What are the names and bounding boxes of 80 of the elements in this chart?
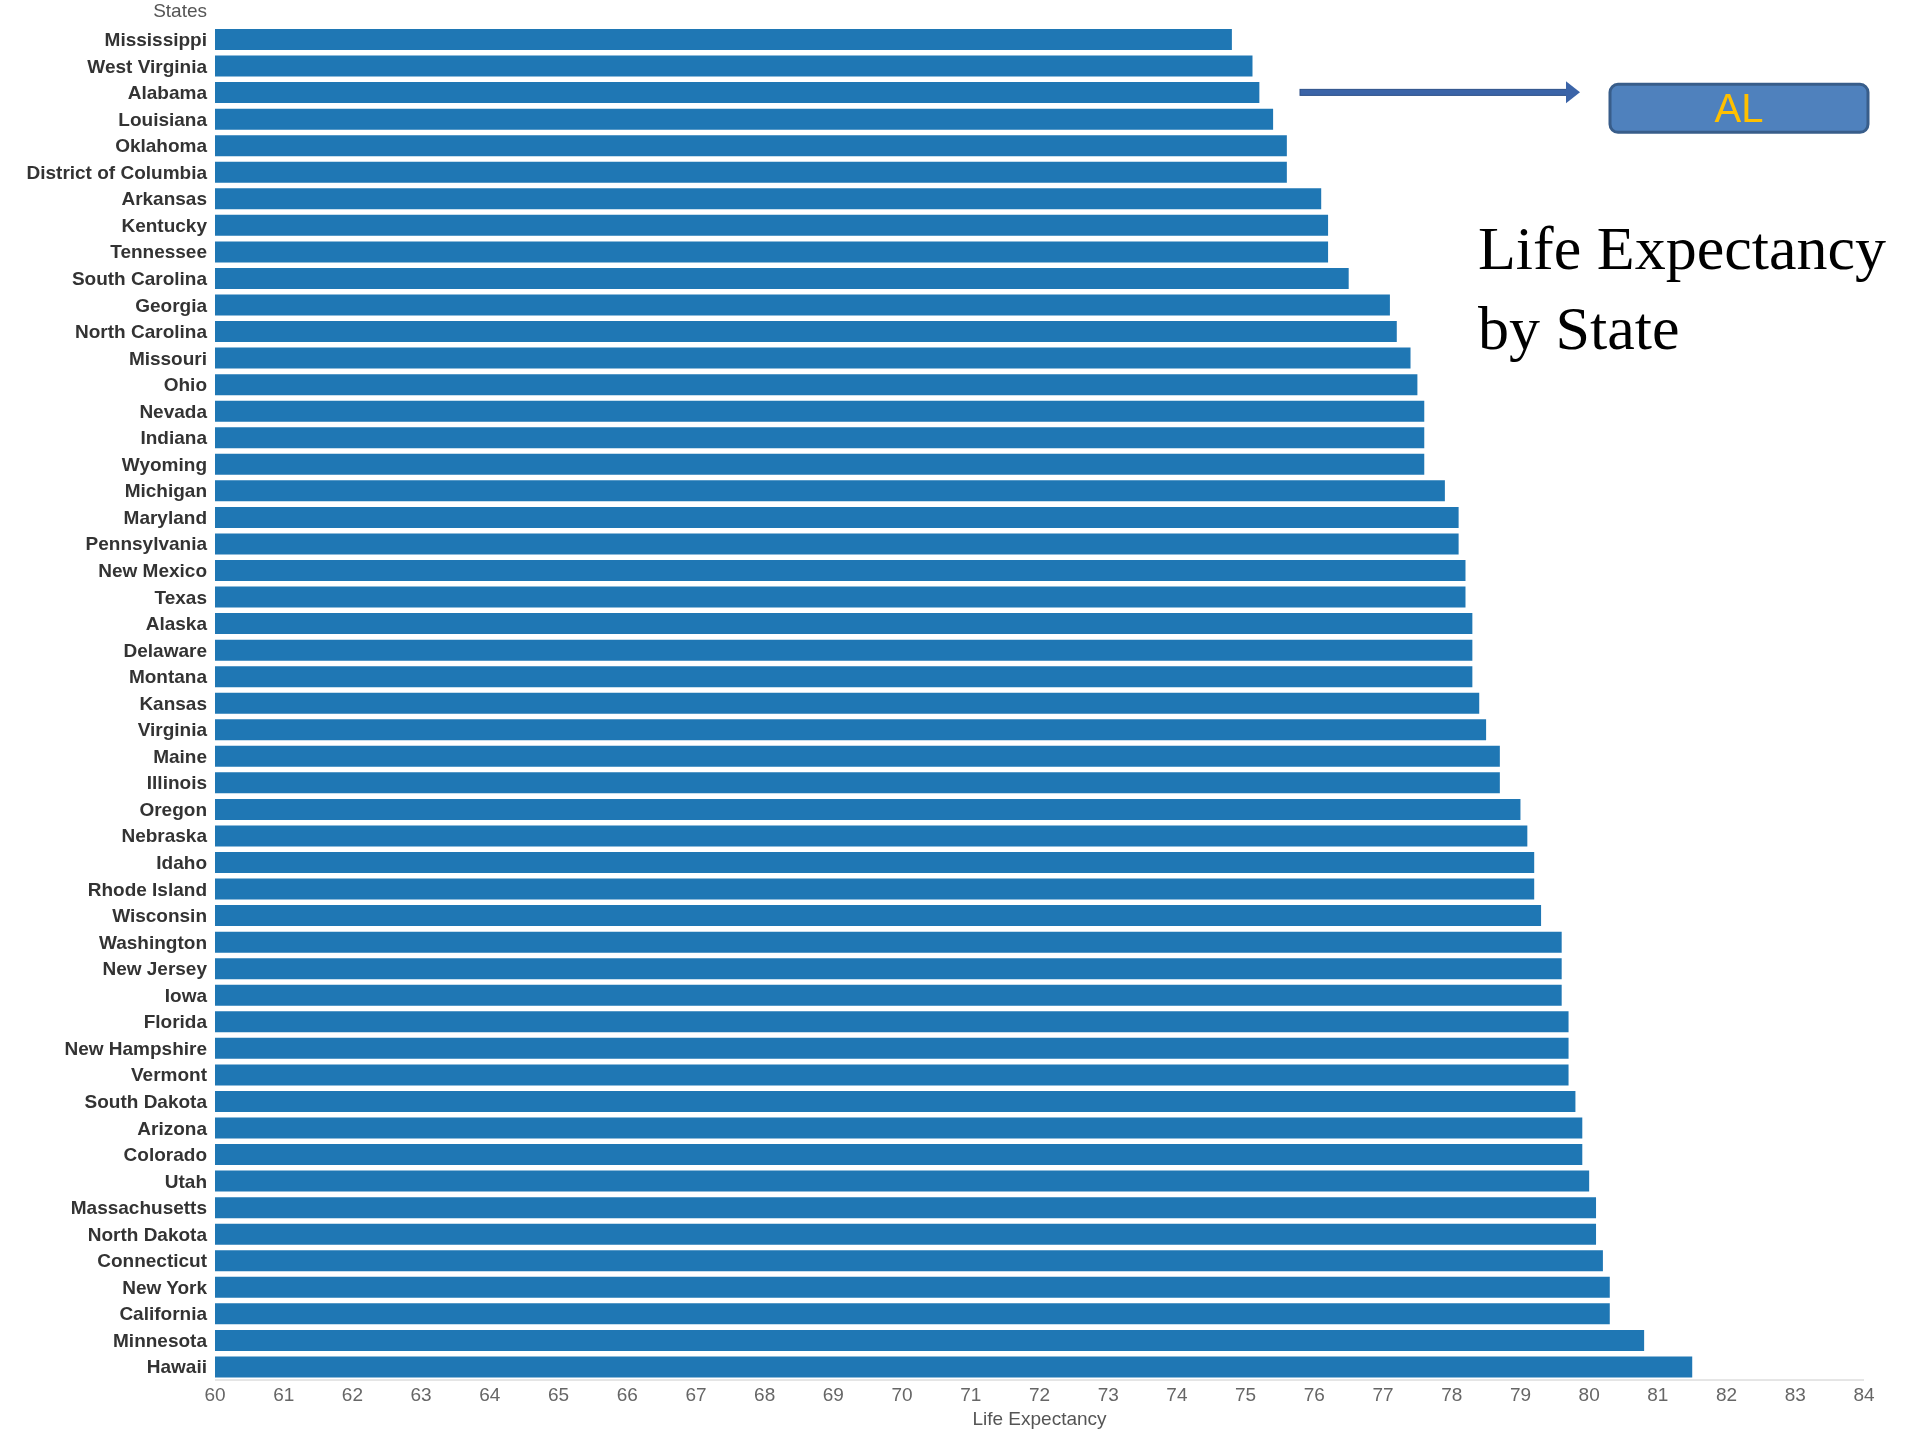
y-tick-label: Wisconsin	[112, 905, 207, 927]
y-tick-label: Ohio	[163, 374, 207, 396]
y-tick-label: California	[119, 1303, 208, 1325]
annotation: AL	[1714, 86, 1764, 131]
y-tick-label: Iowa	[164, 984, 208, 1006]
text: Life Expectancy by State	[1478, 213, 1887, 364]
y-tick-label: Florida	[143, 1011, 208, 1033]
y-tick-label: Maryland	[123, 506, 207, 528]
y-tick-label: New York	[122, 1276, 208, 1298]
x-tick-label: 70	[891, 1384, 913, 1406]
x-tick-label: 82	[1716, 1384, 1738, 1406]
y-tick-label: New Hampshire	[64, 1037, 207, 1059]
x-tick-label: 76	[1303, 1384, 1325, 1406]
y-tick-label: Nebraska	[121, 825, 208, 847]
y-tick-label: New Jersey	[102, 958, 208, 980]
y-tick-label: District of Columbia	[26, 161, 208, 183]
x-tick-label: 83	[1784, 1384, 1806, 1406]
y-tick-label: Washington	[99, 931, 207, 953]
y-tick-label: Idaho	[156, 852, 207, 874]
y-tick-label: Alaska	[145, 613, 208, 635]
y-tick-label: Arkansas	[121, 188, 207, 210]
x-axis-title: Life Expectancy	[971, 1408, 1108, 1430]
x-tick-label: 73	[1097, 1384, 1119, 1406]
y-tick-label: Illinois	[146, 772, 207, 794]
y-tick-label: New Mexico	[98, 560, 207, 581]
x-tick-label: 64	[479, 1384, 501, 1406]
x-tick-label: 77	[1372, 1384, 1394, 1406]
y-tick-label: Texas	[154, 586, 207, 608]
y-tick-label: Wyoming	[121, 453, 207, 475]
y-tick-label: Colorado	[123, 1144, 207, 1166]
x-tick-label: 68	[754, 1384, 776, 1406]
x-tick-label: 72	[1028, 1384, 1051, 1406]
y-tick-label: Nevada	[139, 400, 208, 422]
y-tick-label: Connecticut	[97, 1250, 208, 1272]
y-tick-label: Hawaii	[146, 1356, 207, 1378]
y-tick-label: Michigan	[124, 480, 207, 502]
y-tick-label: Mississippi	[104, 29, 207, 51]
y-tick-label: Kansas	[139, 692, 207, 714]
y-tick-label: Massachusetts	[70, 1197, 207, 1219]
y-axis-title: States	[152, 0, 207, 22]
x-tick-label: 80	[1578, 1384, 1600, 1406]
x-tick-label: 78	[1441, 1384, 1463, 1406]
x-tick-label: 63	[410, 1384, 432, 1406]
y-tick-label: Missouri	[128, 347, 207, 369]
y-tick-label: South Carolina	[71, 267, 208, 289]
y-tick-label: Pennsylvania	[85, 533, 208, 555]
x-tick-label: 84	[1853, 1384, 1875, 1406]
y-tick-label: Delaware	[123, 639, 207, 661]
x-tick-label: 66	[616, 1384, 638, 1406]
y-tick-label: Alabama	[127, 82, 208, 104]
x-tick-label: 65	[547, 1384, 570, 1406]
y-tick-label: Arizona	[137, 1117, 208, 1139]
y-tick-label: Tennessee	[110, 241, 207, 263]
x-tick-label: 60	[204, 1384, 226, 1406]
y-tick-label: West Virginia	[87, 55, 208, 77]
y-tick-label: Oregon	[139, 798, 207, 820]
y-tick-label: Vermont	[130, 1064, 208, 1086]
y-tick-label: Rhode Island	[87, 878, 207, 900]
y-tick-label: Maine	[153, 745, 207, 767]
y-tick-label: Virginia	[137, 719, 208, 741]
x-tick-label: 67	[685, 1384, 707, 1406]
y-tick-label: South Dakota	[84, 1090, 208, 1112]
y-tick-label: Oklahoma	[115, 135, 208, 157]
y-tick-label: Utah	[164, 1170, 207, 1192]
x-tick-label: 62	[341, 1384, 363, 1406]
y-tick-label: Minnesota	[113, 1329, 208, 1351]
x-tick-label: 61	[273, 1384, 295, 1406]
x-tick-label: 81	[1647, 1384, 1669, 1406]
x-tick-label: 79	[1509, 1384, 1532, 1406]
x-tick-label: 69	[822, 1384, 844, 1406]
y-tick-label: Georgia	[135, 294, 208, 316]
y-tick-label: Indiana	[140, 427, 208, 449]
y-tick-label: Louisiana	[118, 108, 208, 130]
x-tick-label: 75	[1235, 1384, 1257, 1406]
y-tick-label: North Dakota	[87, 1223, 208, 1245]
x-tick-label: 71	[960, 1384, 982, 1406]
x-tick-label: 74	[1166, 1384, 1188, 1406]
y-tick-label: Montana	[128, 666, 208, 688]
y-tick-label: Kentucky	[121, 214, 208, 236]
y-tick-label: North Carolina	[75, 321, 208, 343]
